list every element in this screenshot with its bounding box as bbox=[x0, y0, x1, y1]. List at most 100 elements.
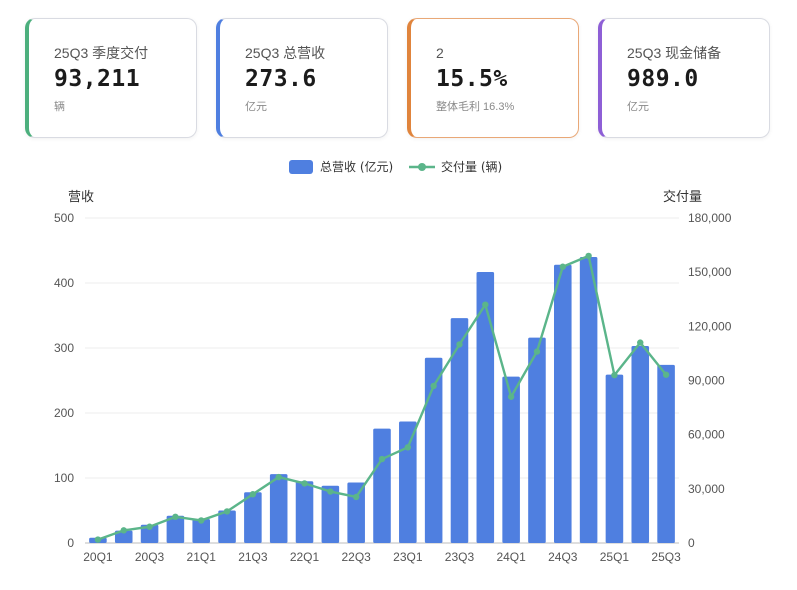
y-tick-label: 400 bbox=[54, 276, 74, 290]
revenue-bar bbox=[424, 357, 443, 543]
y-tick-label: 500 bbox=[54, 211, 74, 225]
kpi-cards: 25Q3 季度交付 93,211 辆 25Q3 总营收 273.6 亿元 2 1… bbox=[0, 0, 797, 150]
revenue-bar bbox=[192, 518, 210, 543]
delivery-point bbox=[146, 523, 153, 530]
kpi-label: 25Q3 总营收 bbox=[245, 45, 326, 61]
delivery-point bbox=[507, 393, 515, 400]
revenue-delivery-chart: 总营收 (亿元) 交付量 (辆) 营收 交付量 0100200300400500 … bbox=[54, 159, 732, 564]
x-tick-label: 20Q3 bbox=[135, 550, 165, 564]
delivery-point bbox=[198, 517, 205, 524]
x-axis-ticks: 20Q1 20Q3 21Q1 21Q3 22Q1 22Q3 23Q1 23Q3 24Q1 24Q3… bbox=[83, 550, 681, 564]
x-tick-label: 25Q3 bbox=[651, 550, 681, 564]
delivery-point bbox=[585, 252, 592, 260]
revenue-bar bbox=[114, 530, 133, 543]
delivery-point bbox=[378, 455, 386, 463]
delivery-point bbox=[637, 339, 644, 346]
delivery-point bbox=[352, 493, 360, 501]
y2-tick-label: 30,000 bbox=[688, 482, 725, 496]
kpi-card-cash: 25Q3 现金储备 989.0 亿元 bbox=[598, 18, 770, 138]
legend-swatch-revenue bbox=[289, 160, 313, 174]
revenue-bar bbox=[399, 421, 417, 543]
kpi-label: 25Q3 现金储备 bbox=[627, 45, 722, 61]
delivery-point bbox=[482, 301, 489, 308]
revenue-bar bbox=[218, 510, 236, 543]
revenue-bar bbox=[166, 515, 185, 543]
legend-marker-delivery bbox=[418, 163, 426, 171]
delivery-point bbox=[662, 371, 670, 378]
y-tick-label: 300 bbox=[54, 341, 74, 355]
y2-tick-label: 0 bbox=[688, 536, 695, 550]
revenue-bar bbox=[605, 374, 624, 543]
x-tick-label: 23Q3 bbox=[445, 550, 475, 564]
x-tick-label: 23Q1 bbox=[393, 550, 423, 564]
revenue-bar bbox=[373, 428, 391, 543]
kpi-value: 273.6 bbox=[245, 66, 317, 92]
x-tick-label: 24Q1 bbox=[496, 550, 526, 564]
chart-legend: 总营收 (亿元) 交付量 (辆) bbox=[289, 159, 502, 174]
delivery-point bbox=[94, 536, 102, 543]
kpi-label: 25Q3 季度交付 bbox=[54, 45, 149, 61]
x-tick-label: 24Q3 bbox=[548, 550, 578, 564]
legend-label-revenue: 总营收 (亿元) bbox=[320, 159, 393, 174]
y2-axis-title: 交付量 bbox=[663, 189, 702, 205]
kpi-card-revenue: 25Q3 总营收 273.6 亿元 bbox=[216, 18, 388, 138]
revenue-bar bbox=[347, 482, 365, 543]
kpi-value: 989.0 bbox=[627, 66, 699, 92]
delivery-point bbox=[611, 371, 618, 379]
x-tick-label: 21Q3 bbox=[238, 550, 268, 564]
revenue-bar bbox=[244, 492, 262, 543]
y-tick-label: 200 bbox=[54, 406, 74, 420]
delivery-point bbox=[533, 348, 541, 355]
delivery-point bbox=[456, 341, 463, 348]
kpi-sub: 亿元 bbox=[627, 101, 649, 113]
y2-tick-label: 150,000 bbox=[688, 265, 732, 279]
x-tick-label: 21Q1 bbox=[187, 550, 217, 564]
y-tick-label: 100 bbox=[54, 471, 74, 485]
x-tick-label: 25Q1 bbox=[600, 550, 630, 564]
kpi-sub: 整体毛利 16.3% bbox=[436, 101, 515, 113]
kpi-label: 2 bbox=[436, 45, 444, 61]
revenue-bar bbox=[657, 364, 675, 543]
kpi-value: 93,211 bbox=[54, 66, 141, 92]
legend-label-delivery: 交付量 (辆) bbox=[441, 159, 502, 174]
kpi-sub: 亿元 bbox=[245, 101, 267, 113]
delivery-point bbox=[430, 382, 437, 390]
x-tick-label: 22Q3 bbox=[341, 550, 371, 564]
delivery-point bbox=[172, 513, 179, 521]
y-tick-label: 0 bbox=[67, 536, 74, 550]
revenue-bar bbox=[476, 271, 495, 543]
delivery-point bbox=[559, 263, 566, 270]
delivery-point bbox=[404, 444, 412, 451]
revenue-bar bbox=[528, 337, 546, 543]
delivery-point bbox=[249, 491, 257, 498]
y2-tick-label: 60,000 bbox=[688, 428, 725, 442]
revenue-bar bbox=[269, 474, 288, 543]
revenue-bars bbox=[89, 257, 675, 543]
revenue-bar bbox=[554, 264, 572, 543]
y-axis-ticks: 0 100 200 300 400 500 bbox=[54, 211, 74, 550]
revenue-bar bbox=[140, 524, 159, 543]
revenue-bar bbox=[321, 485, 340, 543]
x-tick-label: 20Q1 bbox=[83, 550, 113, 564]
delivery-point bbox=[301, 480, 308, 487]
y2-tick-label: 90,000 bbox=[688, 374, 725, 388]
y2-tick-label: 180,000 bbox=[688, 211, 732, 225]
delivery-line bbox=[94, 252, 670, 543]
revenue-bar bbox=[450, 318, 469, 543]
delivery-point bbox=[275, 473, 282, 481]
delivery-point bbox=[223, 508, 231, 515]
kpi-value: 15.5% bbox=[436, 66, 508, 92]
delivery-point bbox=[120, 527, 127, 534]
kpi-card-margin: 2 15.5% 整体毛利 16.3% bbox=[407, 18, 579, 138]
kpi-card-deliveries: 25Q3 季度交付 93,211 辆 bbox=[25, 18, 197, 138]
revenue-bar bbox=[502, 376, 520, 543]
revenue-bar bbox=[295, 481, 314, 543]
x-tick-label: 22Q1 bbox=[290, 550, 320, 564]
y-axis-title: 营收 bbox=[68, 190, 94, 205]
revenue-bar bbox=[631, 346, 650, 543]
delivery-point bbox=[327, 488, 334, 495]
y2-axis-ticks: 0 30,000 60,000 90,000 120,000 150,000 180,000 bbox=[688, 211, 732, 550]
kpi-sub: 辆 bbox=[54, 101, 65, 113]
y2-tick-label: 120,000 bbox=[688, 319, 732, 333]
revenue-bar bbox=[579, 257, 598, 543]
